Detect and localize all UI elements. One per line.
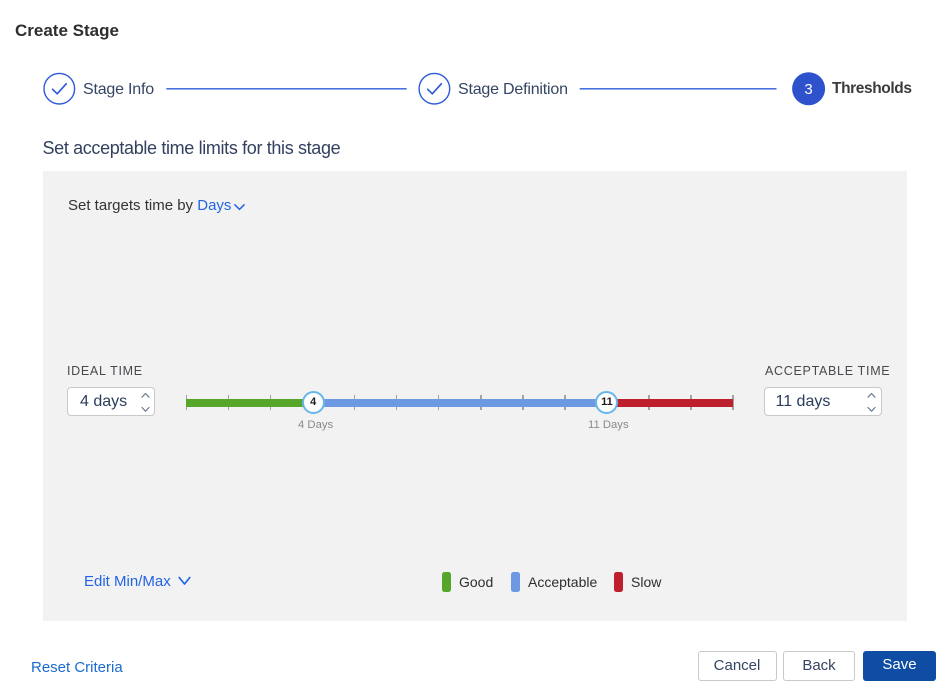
svg-text:3: 3: [804, 81, 812, 98]
